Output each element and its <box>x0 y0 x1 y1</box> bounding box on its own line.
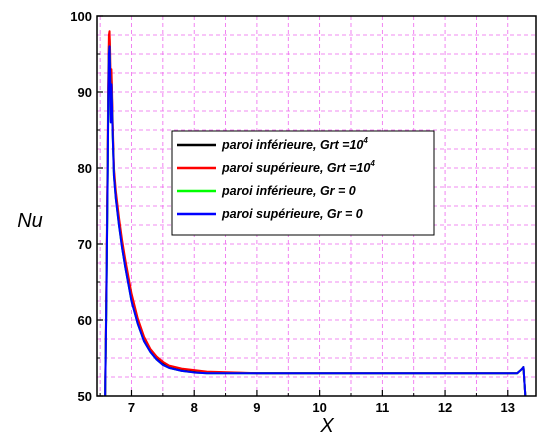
y-tick-label: 70 <box>78 237 92 252</box>
legend-label-4: paroi supérieure, Gr = 0 <box>221 207 363 221</box>
legend-label-1: paroi inférieure, Grt =104 <box>221 136 368 152</box>
x-tick-label: 7 <box>128 400 135 415</box>
legend: paroi inférieure, Grt =104 paroi supérieu… <box>171 130 435 236</box>
legend-box <box>171 130 435 236</box>
y-tick-label: 100 <box>70 9 92 24</box>
axis-ticks: 7 8 9 10 11 12 13 50 60 70 80 90 100 <box>70 9 515 415</box>
y-tick-label: 50 <box>78 389 92 404</box>
x-tick-label: 13 <box>501 400 515 415</box>
x-tick-label: 12 <box>438 400 452 415</box>
legend-label-2: paroi supérieure, Grt =104 <box>221 159 375 175</box>
x-tick-label: 8 <box>191 400 198 415</box>
x-tick-label: 10 <box>312 400 326 415</box>
y-tick-label: 90 <box>78 85 92 100</box>
legend-label-3: paroi inférieure, Gr = 0 <box>221 184 356 198</box>
series-lines <box>104 30 527 397</box>
series-line-4 <box>104 45 527 397</box>
y-axis-label: Nu <box>17 210 43 232</box>
x-tick-label: 11 <box>375 400 389 415</box>
y-tick-label: 80 <box>78 161 92 176</box>
y-tick-label: 60 <box>78 313 92 328</box>
x-tick-label: 9 <box>253 400 260 415</box>
x-axis-label: X <box>319 415 334 437</box>
